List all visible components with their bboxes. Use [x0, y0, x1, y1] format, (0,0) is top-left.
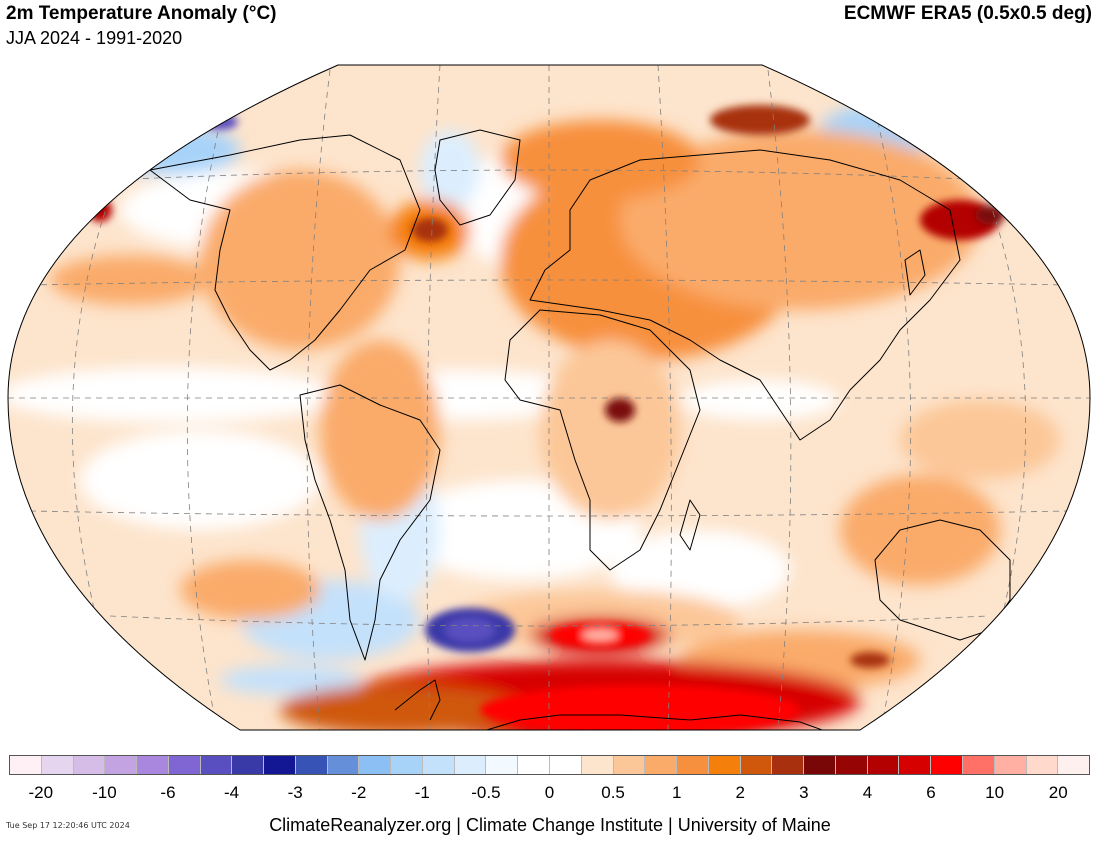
scale-tick-label: 20: [1048, 783, 1068, 802]
antarctica-outline: [299, 714, 871, 730]
color-scale-ticks: -20 -10 -6 -4 -3 -2 -1 -0.5 0 0.5 1 2 3 4 6 10 20: [9, 783, 1090, 805]
scale-tick-label: 10: [985, 783, 1005, 802]
new-zealand-outline: [989, 629, 1016, 661]
color-swatch: [168, 756, 201, 774]
color-swatch: [295, 756, 328, 774]
scale-tick-label: -6: [160, 783, 176, 802]
color-swatch: [645, 756, 678, 774]
africa-outline: [504, 309, 701, 571]
color-swatch: [422, 756, 455, 774]
color-swatch: [454, 756, 487, 774]
color-scale-bar: [9, 755, 1090, 775]
data-source-label: ECMWF ERA5 (0.5x0.5 deg): [843, 3, 1092, 24]
scale-tick-label: 2: [735, 783, 745, 802]
color-swatch: [41, 756, 74, 774]
greenland-outline: [434, 129, 521, 226]
scale-tick-label: -0.5: [471, 783, 501, 802]
color-swatch: [1026, 756, 1059, 774]
color-swatch: [708, 756, 741, 774]
color-swatch: [359, 756, 392, 774]
credit-line: ClimateReanalyzer.org | Climate Change I…: [269, 815, 831, 835]
color-swatch: [899, 756, 932, 774]
madagascar-outline: [679, 499, 701, 551]
color-swatch: [391, 756, 423, 774]
color-swatch: [772, 756, 805, 774]
color-swatch: [867, 756, 900, 774]
anomaly-field: [8, 65, 1090, 730]
color-swatch: [581, 756, 614, 774]
color-swatch: [931, 756, 963, 774]
scale-tick-label: 0.5: [601, 783, 625, 802]
color-swatch: [518, 756, 551, 774]
scale-tick-label: -3: [287, 783, 303, 802]
scale-tick-label: -10: [92, 783, 117, 802]
scale-tick-label: -20: [28, 783, 54, 802]
map-subtitle: JJA 2024 - 1991-2020: [6, 28, 183, 48]
generated-timestamp: Tue Sep 17 12:20:46 UTC 2024: [6, 821, 130, 830]
color-swatch: [232, 756, 265, 774]
north-america-outline: [149, 134, 421, 371]
color-swatch: [677, 756, 709, 774]
south-america-outline: [299, 384, 441, 661]
graticule: [8, 65, 1090, 730]
color-swatch: [264, 756, 296, 774]
map-title: 2m Temperature Anomaly (°C): [6, 3, 277, 24]
color-swatch: [105, 756, 138, 774]
scale-tick-label: -4: [223, 783, 240, 802]
color-swatch: [1058, 756, 1090, 774]
color-swatch: [137, 756, 169, 774]
color-swatch: [962, 756, 995, 774]
scale-tick-label: 1: [671, 783, 682, 802]
color-swatch: [200, 756, 233, 774]
scale-tick-label: 6: [926, 783, 936, 802]
scale-tick-label: -1: [414, 783, 430, 802]
color-swatch: [804, 756, 836, 774]
scale-tick-label: 0: [544, 783, 555, 802]
scale-tick-label: 3: [799, 783, 809, 802]
color-swatch: [327, 756, 360, 774]
world-anomaly-map: [7, 64, 1091, 731]
scale-tick-label: -2: [351, 783, 367, 802]
color-swatch: [613, 756, 646, 774]
eurasia-outline: [529, 149, 961, 441]
color-swatch: [10, 756, 42, 774]
color-swatch: [994, 756, 1027, 774]
color-swatch: [73, 756, 106, 774]
japan-outline: [904, 249, 926, 296]
color-swatch: [740, 756, 773, 774]
color-swatch: [486, 756, 519, 774]
color-swatch: [835, 756, 868, 774]
coastlines: [149, 129, 1016, 730]
scale-tick-label: 4: [862, 783, 873, 802]
antarctic-peninsula-outline: [394, 679, 441, 721]
color-swatch: [550, 756, 582, 774]
